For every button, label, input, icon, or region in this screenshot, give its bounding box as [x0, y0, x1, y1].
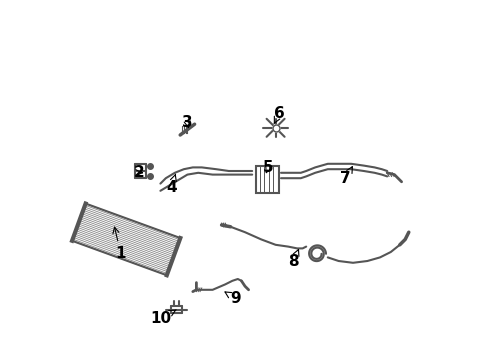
Text: 8: 8: [288, 249, 299, 269]
Text: 4: 4: [166, 174, 176, 195]
Text: 1: 1: [113, 227, 126, 261]
Text: 5: 5: [263, 160, 274, 175]
Text: 7: 7: [341, 167, 352, 186]
Text: 9: 9: [225, 291, 241, 306]
Text: 6: 6: [274, 106, 285, 124]
Bar: [256, 166, 279, 193]
Text: 10: 10: [150, 310, 176, 326]
Text: 2: 2: [133, 165, 144, 180]
Text: 3: 3: [182, 115, 193, 130]
